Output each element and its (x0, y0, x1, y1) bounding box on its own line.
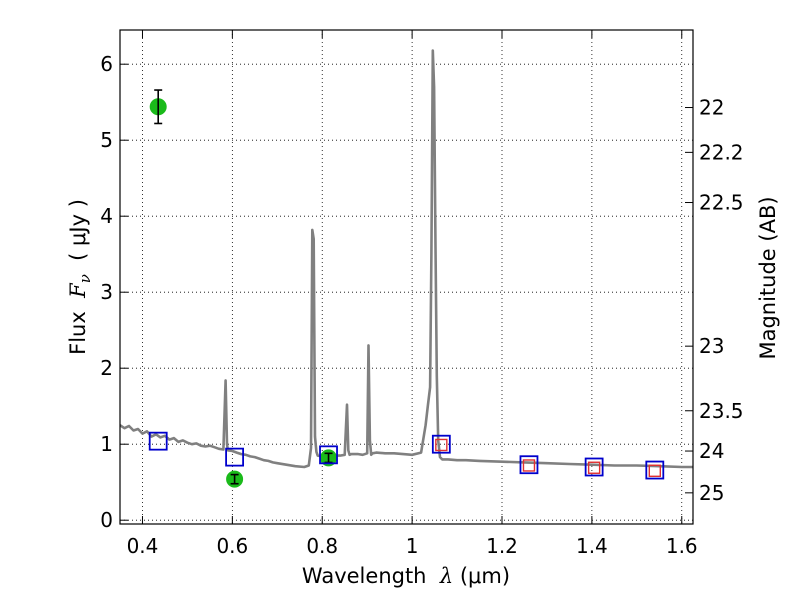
x-tick-label-5: 1.4 (576, 534, 608, 558)
y2-tick-label-5: 24 (699, 439, 724, 463)
plot-background (120, 30, 693, 524)
tick-marks (120, 30, 693, 524)
x-axis-label: Wavelength λ (μm) (302, 564, 510, 588)
x-axis-label-prefix: Wavelength (302, 564, 440, 588)
y2-tick-label-3: 23 (699, 334, 724, 358)
tick-labels: 0.4 0.6 0.8 1 1.2 1.4 1.601234562222.222.52323… (100, 52, 743, 558)
y-axis-label-prefix: Flux (66, 298, 90, 355)
upper-limits-square-2 (587, 461, 601, 474)
x-axis-label-unit: (μm) (453, 564, 510, 588)
x-tick-label-2: 0.8 (306, 534, 338, 558)
y-tick-label-6: 6 (100, 52, 113, 76)
y2-tick-label-4: 23.5 (699, 399, 744, 423)
y-axis-label-symbol: F (66, 282, 90, 299)
y-tick-label-5: 5 (100, 128, 113, 152)
x-axis-label-symbol: λ (439, 564, 453, 588)
model-bandpass-flux-square-2 (319, 445, 338, 465)
model-bandpass-flux-square-0 (148, 431, 168, 451)
x-tick-label-3: 1 (406, 534, 419, 558)
x-tick-label-6: 1.6 (666, 534, 698, 558)
y-tick-label-1: 1 (100, 432, 113, 456)
model-bandpass-flux-square-5 (584, 457, 604, 477)
upper-limits-square-0 (435, 438, 448, 452)
x-tick-label-4: 1.2 (486, 534, 518, 558)
model-bandpass-flux-square-1 (225, 447, 245, 467)
y-tick-label-3: 3 (100, 280, 113, 304)
y2-tick-label-1: 22.2 (699, 140, 744, 164)
y-tick-label-0: 0 (100, 508, 113, 532)
y2-tick-label-2: 22.5 (699, 191, 744, 215)
y2-axis-label: Magnitude (AB) (756, 196, 780, 359)
data-layer (120, 49, 693, 488)
model-bandpass-flux-square-3 (431, 434, 451, 454)
model-bandpass-flux-square-6 (645, 460, 665, 480)
x-tick-label-1: 0.6 (216, 534, 248, 558)
model-bandpass-flux-square-4 (519, 455, 539, 475)
y2-tick-label-6: 25 (699, 481, 724, 505)
y2-tick-label-0: 22 (699, 96, 724, 120)
x-tick-label-0: 0.4 (127, 534, 159, 558)
plot-frame (119, 29, 694, 525)
upper-limits-square-1 (522, 459, 536, 472)
y-tick-label-4: 4 (100, 204, 113, 228)
upper-limits-square-3 (648, 464, 661, 477)
y-axis-label-subscript: ν (76, 274, 94, 283)
y-axis-label: Flux Fν ( μJy ) (66, 199, 94, 355)
y-tick-label-2: 2 (100, 356, 113, 380)
y-axis-label-unit: ( μJy ) (66, 199, 90, 274)
